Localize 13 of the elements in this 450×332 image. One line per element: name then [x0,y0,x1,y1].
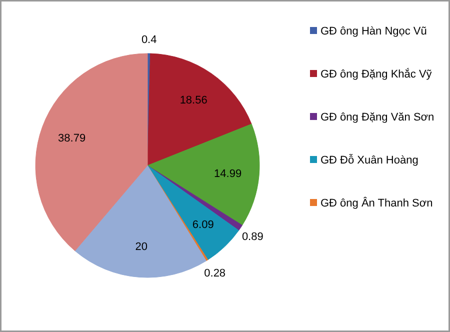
data-label: 0.89 [242,230,264,243]
data-label: 0.28 [204,268,226,280]
legend-label: GĐ Đỗ Xuân Hoàng [320,154,418,166]
data-label: 38.79 [58,132,86,145]
legend-label: GĐ ông Hàn Ngọc Vũ [320,26,427,38]
legend-label: GĐ ông Ân Thanh Sơn [320,196,433,210]
legend-label: GĐ ông Đặng Khắc Vỹ [320,68,432,80]
data-label: 6.09 [192,218,214,231]
data-label: 14.99 [214,168,242,180]
data-label: 20 [135,240,148,253]
legend-label: GĐ ông Đặng Văn Sơn [320,112,434,124]
data-label: 18.56 [180,94,208,106]
data-label: 0.4 [141,34,157,46]
